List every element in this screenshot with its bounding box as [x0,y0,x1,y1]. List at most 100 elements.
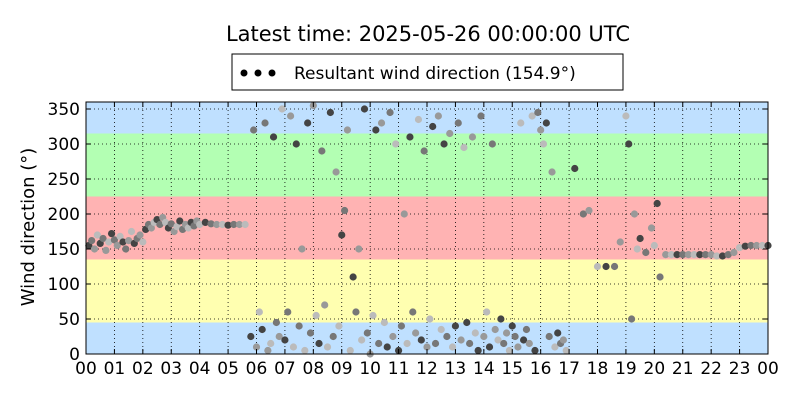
data-point [281,336,289,344]
data-point [454,119,462,127]
x-tick-label: 16 [530,359,552,379]
data-point [571,164,579,173]
data-point [346,346,354,355]
data-point [548,168,556,176]
x-tick-label: 10 [359,359,381,379]
data-point [93,231,101,239]
data-point [113,241,121,250]
data-point [386,108,394,117]
data-point [525,339,533,348]
data-point [335,322,343,330]
legend-marker-dot [240,69,248,77]
x-tick-label: 22 [700,359,722,379]
data-point [329,332,337,341]
data-point [468,133,477,141]
y-tick-label: 200 [48,205,80,225]
data-point [753,241,761,250]
data-point [119,238,127,246]
data-point [662,251,670,259]
legend-box [231,53,624,91]
data-point [559,336,568,344]
data-point [196,220,204,229]
x-tick-label: 00 [757,359,779,379]
data-point [434,112,442,120]
data-point [363,329,371,337]
data-point [332,168,340,176]
data-point [440,140,448,148]
data-point [358,336,366,344]
data-point [284,308,292,316]
data-point [528,112,536,120]
data-point [647,224,656,232]
data-point [298,245,306,253]
data-point [431,339,440,348]
data-point [511,332,519,341]
data-point [315,339,323,348]
data-point [250,126,258,134]
y-tick-label: 250 [48,170,80,190]
band [86,102,768,134]
data-point [673,251,681,259]
data-point [747,241,755,250]
x-tick-label: 08 [303,359,325,379]
x-axis: 00 01 02 03 04 05 06 07 08 09 10 11 12 13 14 15 16 17 18 19… [75,102,779,379]
data-point [207,220,215,228]
data-point [369,311,377,320]
data-point [287,112,295,120]
data-point [99,234,107,243]
data-point [372,126,380,134]
y-tick-label: 300 [48,135,80,155]
data-point [255,308,263,316]
data-point [545,332,553,341]
data-point [88,237,96,245]
y-tick-label: 350 [48,100,80,120]
data-point [417,336,425,344]
data-point [338,231,346,239]
data-point [724,251,732,259]
data-point [241,220,249,229]
data-point [389,332,397,341]
x-tick-label: 21 [672,359,694,379]
data-point [414,115,423,124]
data-point [278,105,286,113]
data-points [85,101,772,358]
data-point [713,252,721,260]
data-point [517,119,525,127]
data-point [718,252,727,260]
data-point [497,315,505,323]
data-point [352,308,360,316]
data-point [406,133,414,141]
x-tick-label: 07 [274,359,296,379]
data-point [127,227,136,236]
data-point [696,251,704,259]
data-point [125,237,133,245]
data-point [650,241,658,250]
data-point [534,108,542,117]
data-point [90,245,99,253]
data-point [457,336,465,344]
data-point [477,112,485,120]
data-point [625,140,633,148]
x-tick-label: 03 [160,359,182,379]
data-point [423,343,431,351]
x-tick-label: 11 [388,359,410,379]
data-point [107,230,116,238]
data-point [355,245,363,253]
data-point [522,325,531,334]
data-point [275,332,283,341]
data-point [585,206,593,215]
x-tick-label: 05 [217,359,239,379]
x-tick-label: 20 [644,359,666,379]
y-tick-label: 150 [48,240,80,260]
data-point [466,339,474,348]
data-point [443,332,451,341]
data-point [258,325,266,334]
data-point [397,322,406,330]
x-tick-label: 09 [331,359,353,379]
data-point [520,336,528,344]
data-point [420,147,428,155]
data-point [437,325,445,334]
data-point [426,315,434,323]
data-point [136,231,144,239]
